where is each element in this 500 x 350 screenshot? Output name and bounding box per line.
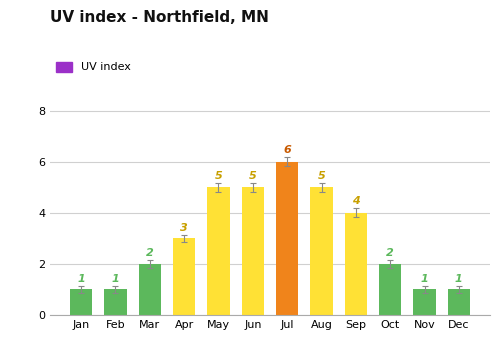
Legend: UV index: UV index	[56, 62, 131, 72]
Bar	[104, 289, 126, 315]
Bar	[414, 289, 436, 315]
Bar	[138, 264, 161, 315]
Text: 5: 5	[214, 171, 222, 181]
Bar	[173, 238, 196, 315]
Bar	[448, 289, 470, 315]
Text: 1: 1	[420, 274, 428, 284]
Bar	[242, 187, 264, 315]
Text: 1: 1	[112, 274, 120, 284]
Bar	[70, 289, 92, 315]
Bar	[379, 264, 402, 315]
Text: 6: 6	[284, 145, 291, 155]
Text: 3: 3	[180, 223, 188, 232]
Text: 4: 4	[352, 196, 360, 206]
Text: 5: 5	[318, 171, 326, 181]
Bar	[276, 162, 298, 315]
Bar	[208, 187, 230, 315]
Text: 1: 1	[455, 274, 462, 284]
Text: 2: 2	[386, 248, 394, 258]
Text: UV index - Northfield, MN: UV index - Northfield, MN	[50, 10, 269, 26]
Bar	[344, 213, 367, 315]
Text: 5: 5	[249, 171, 256, 181]
Text: 1: 1	[78, 274, 85, 284]
Text: 2: 2	[146, 248, 154, 258]
Bar	[310, 187, 332, 315]
